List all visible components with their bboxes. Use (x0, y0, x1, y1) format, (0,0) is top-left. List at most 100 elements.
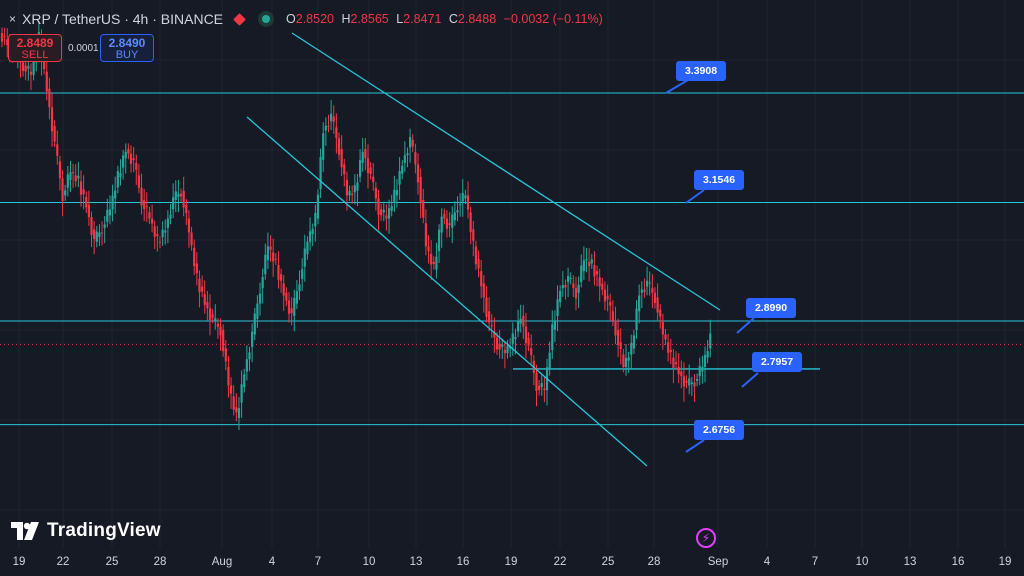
candle-body (216, 323, 220, 327)
close-icon[interactable]: × (9, 12, 17, 26)
candle-body (435, 256, 438, 270)
candle-body (295, 291, 298, 304)
candle-body (601, 283, 604, 290)
lightning-icon[interactable]: ⚡ (696, 528, 716, 548)
price-label-4[interactable]: 2.7957 (752, 352, 802, 372)
candle-body (614, 320, 617, 336)
candle-body (351, 193, 354, 196)
candle-body (548, 352, 551, 371)
candle-body (166, 218, 169, 228)
candle-body (395, 190, 399, 196)
candle-body (190, 232, 193, 246)
candle-body (293, 298, 296, 316)
candle-body (277, 264, 280, 280)
candle-body (161, 229, 164, 238)
candle-body (251, 331, 254, 347)
candle-body (459, 204, 462, 206)
candle-body (93, 229, 96, 239)
candle-body (235, 407, 238, 413)
candle-body (132, 158, 135, 161)
time-axis[interactable]: 19 22 25 28 Aug 4 7 10 13 16 19 22 25 28 Sep 4 7 10 13 16 19 (0, 548, 1024, 576)
time-tick: 22 (553, 556, 567, 568)
candle-body (677, 366, 680, 375)
time-tick: 13 (409, 556, 423, 568)
candle-body (577, 284, 580, 293)
time-tick: 7 (811, 556, 819, 568)
candle-body (158, 241, 162, 243)
candle-body (243, 374, 246, 388)
candle-body (203, 294, 206, 305)
candle-body (701, 366, 704, 372)
candle-body (374, 187, 377, 199)
tradingview-logo[interactable]: TradingView (11, 520, 161, 542)
candle-body (380, 209, 383, 216)
candle-body (345, 179, 349, 196)
candle-body (416, 164, 420, 183)
candle-body (74, 175, 77, 182)
candle-body (66, 174, 69, 188)
candle-body (85, 196, 88, 208)
candle-body (598, 277, 601, 287)
candle-body (224, 348, 227, 362)
trade-panel: 2.8489 SELL 0.0001 2.8490 BUY (8, 34, 154, 62)
candle-body (590, 259, 593, 264)
sell-button[interactable]: 2.8489 SELL (8, 34, 62, 62)
candle-body (169, 214, 172, 219)
time-tick: Aug (211, 556, 233, 568)
candle-body (119, 173, 122, 177)
candle-body (164, 230, 167, 233)
label-pointer (736, 317, 755, 334)
candle-body (656, 297, 659, 313)
candle-body (419, 176, 422, 203)
candle-body (501, 344, 504, 347)
buy-button[interactable]: 2.8490 BUY (100, 34, 154, 62)
candle-body (301, 269, 304, 279)
candle-body (485, 297, 488, 317)
candle-body (503, 349, 506, 354)
candle-body (198, 278, 201, 293)
price-label-1[interactable]: 3.3908 (676, 61, 726, 81)
candle-body (274, 258, 277, 260)
candle-body (182, 190, 185, 208)
time-tick: Sep (707, 556, 729, 568)
high-key: H (341, 12, 351, 26)
candle-body (611, 311, 614, 321)
candle-body (343, 164, 346, 175)
candle-body (48, 88, 51, 108)
candle-body (443, 213, 446, 219)
candle-body (393, 189, 396, 204)
price-chart[interactable] (0, 0, 1024, 548)
candle-body (566, 276, 570, 282)
horizontal-lines (0, 92, 1024, 426)
candle-body (322, 133, 325, 160)
candle-body (272, 252, 275, 262)
candle-body (50, 107, 54, 132)
symbol-title[interactable]: XRP / TetherUS · 4h · BINANCE (22, 11, 224, 27)
label-pointer (685, 439, 705, 453)
flag-icon[interactable] (233, 12, 246, 26)
candle-body (638, 295, 641, 312)
candle-body (127, 149, 130, 154)
candle-body (156, 234, 159, 237)
candle-body (261, 276, 264, 289)
candle-body (206, 302, 209, 309)
candle-body (445, 218, 449, 229)
open-key: O (286, 12, 296, 26)
candle-body (311, 229, 314, 235)
live-status-icon[interactable] (258, 11, 275, 27)
price-label-3[interactable]: 2.8990 (746, 298, 796, 318)
candle-body (245, 359, 248, 372)
time-tick: 19 (998, 556, 1012, 568)
price-label-5[interactable]: 2.6756 (694, 420, 744, 440)
candle-body (58, 161, 62, 179)
candle-body (258, 293, 262, 304)
candle-body (366, 158, 370, 174)
candle-body (482, 283, 485, 298)
candle-body (327, 125, 330, 127)
symbol-header: × XRP / TetherUS · 4h · BINANCE O2.8520 … (0, 9, 607, 29)
price-label-2[interactable]: 3.1546 (694, 170, 744, 190)
candle-body (306, 241, 309, 255)
candle-body (79, 181, 83, 195)
upper-trend-line (291, 32, 721, 311)
candle-body (103, 224, 106, 228)
